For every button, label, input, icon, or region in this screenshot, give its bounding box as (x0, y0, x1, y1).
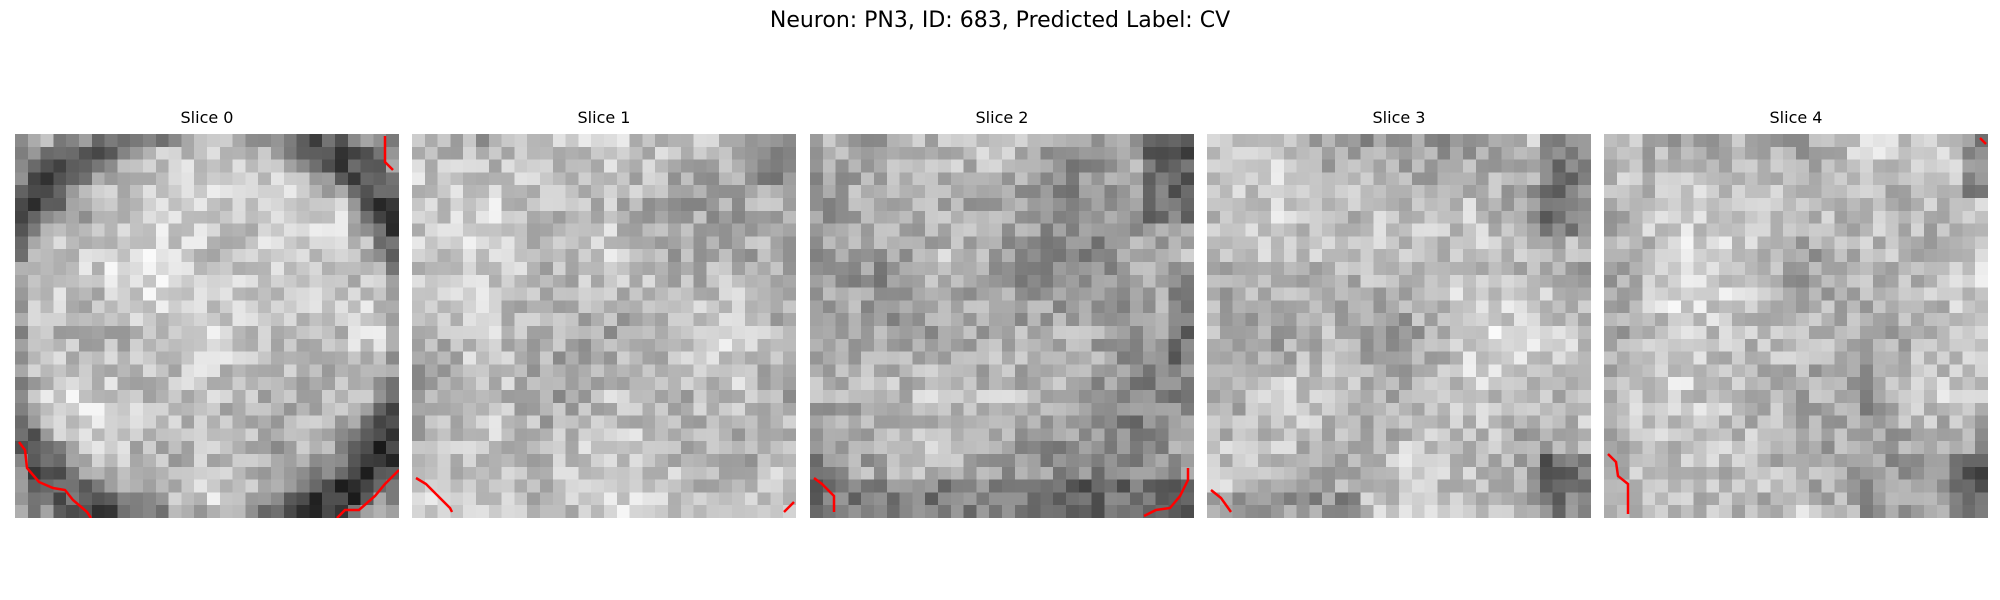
slice-title: Slice 4 (1769, 108, 1823, 127)
figure-title: Neuron: PN3, ID: 683, Predicted Label: C… (769, 8, 1231, 33)
slice-title: Slice 3 (1372, 108, 1426, 127)
slice-panel-2: Slice 2 (810, 108, 1194, 518)
slice-title: Slice 0 (180, 108, 234, 127)
slice-image (1604, 134, 1988, 518)
slice-canvas (412, 134, 796, 518)
slice-image (412, 134, 796, 518)
slice-image (810, 134, 1194, 518)
slice-canvas (15, 134, 399, 518)
slice-panel-4: Slice 4 (1604, 108, 1988, 518)
slice-panel-0: Slice 0 (15, 108, 399, 518)
slice-canvas (810, 134, 1194, 518)
slice-panel-3: Slice 3 (1207, 108, 1591, 518)
slice-image (1207, 134, 1591, 518)
slice-title: Slice 1 (577, 108, 631, 127)
slice-title: Slice 2 (975, 108, 1029, 127)
slice-image (15, 134, 399, 518)
slice-panel-1: Slice 1 (412, 108, 796, 518)
slice-canvas (1207, 134, 1591, 518)
slice-canvas (1604, 134, 1988, 518)
